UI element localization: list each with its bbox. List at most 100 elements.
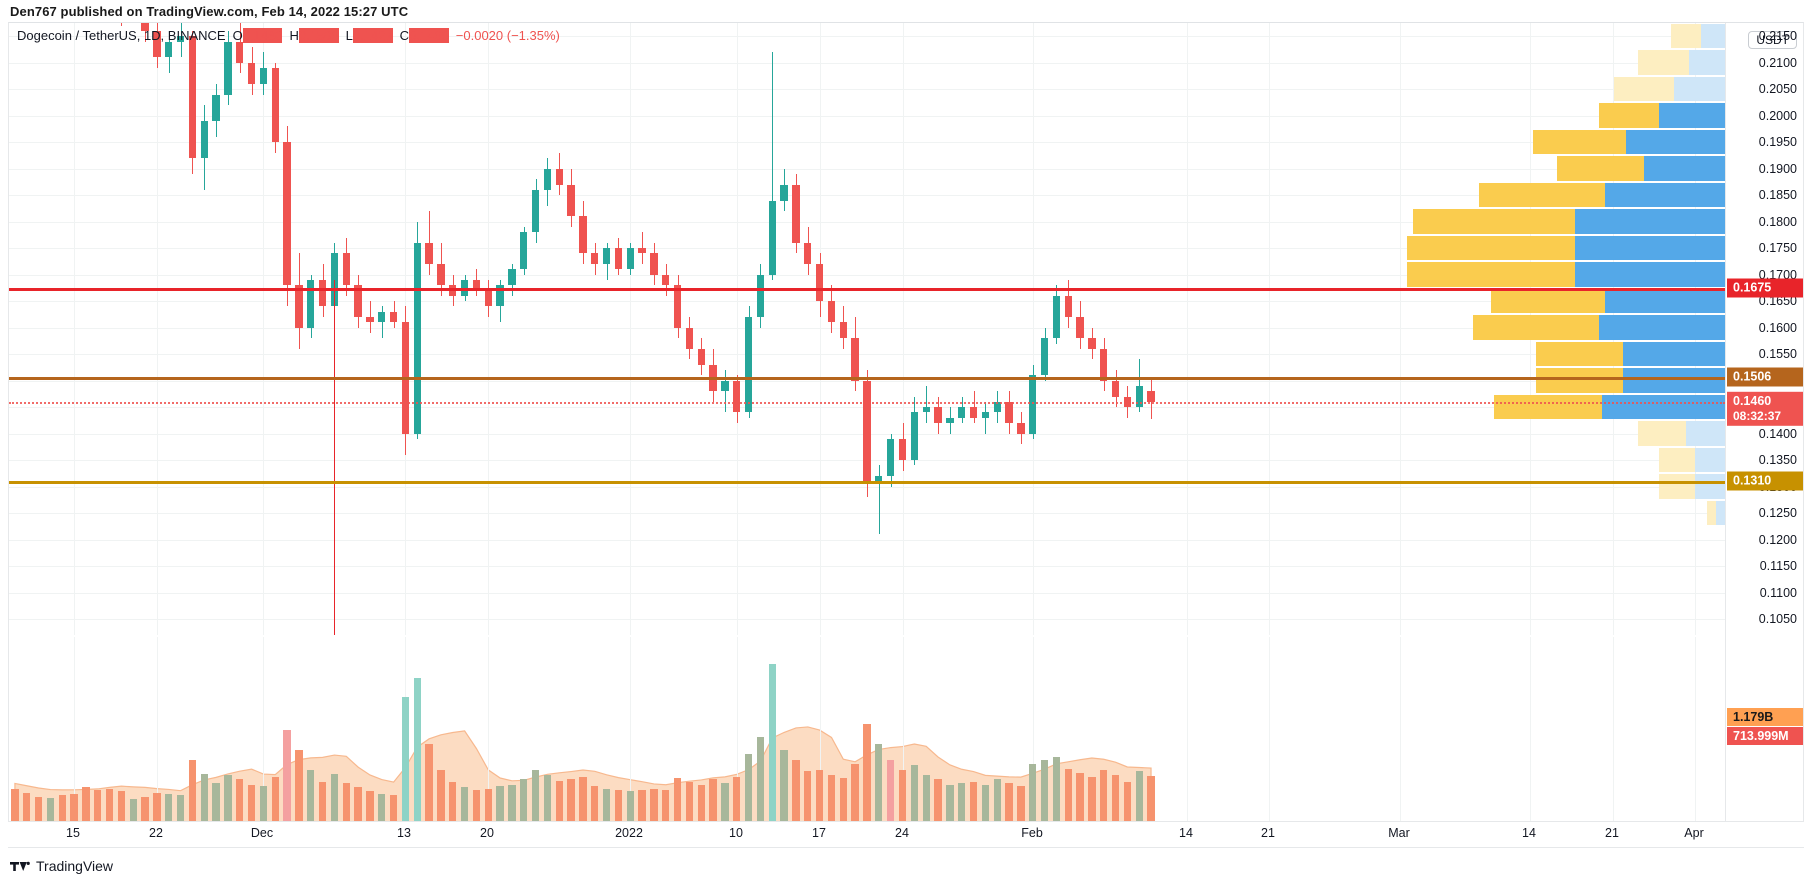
time-gridline — [1269, 23, 1270, 635]
volume-bar — [827, 775, 836, 821]
candle-body — [1005, 401, 1013, 424]
chart-frame[interactable]: Dogecoin / TetherUS, 1D, BINANCE O0.1480 H… — [8, 22, 1804, 822]
volume-bar — [815, 770, 824, 821]
time-scale[interactable]: 15 22 Dec 13 20 2022 10 17 24 Feb 14 21 Mar 14 21 Apr — [8, 822, 1804, 848]
currency-chip[interactable]: USDT — [1748, 31, 1797, 49]
time-gridline — [630, 637, 631, 821]
volume-profile-row — [1407, 235, 1725, 261]
price-gridline — [9, 142, 1725, 144]
candle-body — [993, 401, 1001, 413]
volume-bar — [295, 750, 303, 821]
annotation-hline[interactable] — [9, 377, 1725, 381]
time-tick-label: 15 — [66, 826, 80, 840]
candle-body — [531, 189, 540, 233]
volume-profile-sell-segment — [1644, 156, 1725, 181]
candle-wick — [429, 211, 430, 275]
annotation-hline[interactable] — [9, 481, 1725, 485]
volume-bar — [1017, 785, 1025, 821]
candle-body — [602, 248, 611, 265]
time-gridline — [157, 637, 158, 821]
volume-profile-sell-segment — [1575, 262, 1725, 287]
volume-profile-buy-segment — [1659, 447, 1695, 473]
volume-bar — [910, 764, 918, 821]
volume-bar — [259, 785, 268, 821]
price-gridline — [9, 539, 1725, 541]
volume-bar — [82, 786, 90, 821]
volume-profile-row — [1707, 500, 1725, 526]
last-price-badge[interactable]: 0.1460 08:32:37 — [1727, 391, 1803, 426]
price-gridline — [9, 89, 1725, 91]
volume-bar — [141, 796, 149, 821]
volume-bar — [460, 786, 469, 821]
volume-profile-row — [1413, 209, 1725, 234]
time-tick-label: 14 — [1522, 826, 1536, 840]
volume-bar — [366, 791, 374, 821]
candle-body — [437, 264, 445, 286]
volume-bar — [567, 779, 575, 821]
price-gridline — [9, 221, 1725, 223]
price-tick-label: 0.1650 — [1758, 294, 1797, 309]
time-gridline — [630, 23, 631, 635]
support-level-badge[interactable]: 0.1506 — [1727, 367, 1803, 387]
volume-bar — [662, 789, 670, 821]
price-tick-label: 0.1800 — [1758, 214, 1797, 229]
candle-body — [200, 121, 208, 159]
candle-body — [259, 68, 268, 84]
volume-profile-row — [1614, 76, 1725, 102]
volume-bar — [449, 782, 457, 821]
volume-profile-sell-segment — [1659, 103, 1725, 128]
candle-body — [413, 242, 421, 434]
candle-body — [472, 279, 481, 291]
candle-body — [141, 23, 149, 31]
volume-bar — [531, 770, 540, 821]
volume-bar — [804, 771, 812, 821]
volume-bar — [626, 791, 634, 821]
price-gridline — [9, 327, 1725, 329]
candle-body — [733, 380, 741, 413]
volume-bar — [212, 783, 220, 821]
volume-bar — [614, 789, 623, 821]
candle-body — [295, 285, 303, 328]
volume-bar — [200, 774, 208, 821]
price-tick-label: 0.1100 — [1759, 585, 1797, 600]
candle-body — [153, 30, 161, 58]
annotation-vline[interactable] — [334, 279, 335, 635]
price-pane[interactable] — [9, 23, 1725, 635]
volume-bar — [543, 775, 552, 821]
time-tick-label: 10 — [729, 826, 743, 840]
time-tick-label: Feb — [1021, 826, 1043, 840]
volume-bar — [744, 753, 753, 821]
candle-body — [1135, 385, 1143, 408]
time-gridline — [1400, 637, 1401, 821]
volume-bar — [413, 677, 421, 821]
candle-body — [1076, 317, 1084, 339]
candle-body — [484, 290, 492, 307]
volume-bar — [958, 783, 966, 821]
price-tick-label: 0.1850 — [1758, 188, 1797, 203]
candle-wick — [145, 23, 146, 42]
volume-ma-badge[interactable]: 1.179B — [1727, 708, 1803, 726]
volume-profile-row — [1407, 262, 1725, 287]
volume-profile-buy-segment — [1491, 288, 1605, 314]
volume-bar — [23, 792, 31, 821]
candle-body — [863, 380, 871, 482]
volume-bar — [70, 793, 78, 821]
price-tick-label: 0.1600 — [1758, 320, 1797, 335]
candle-body — [496, 285, 504, 307]
annotation-hline[interactable] — [9, 401, 1725, 404]
price-tick-label: 0.1250 — [1758, 506, 1797, 521]
resistance-level-badge[interactable]: 0.1675 — [1727, 278, 1803, 298]
lower-level-badge[interactable]: 0.1310 — [1727, 471, 1803, 491]
volume-value-badge[interactable]: 713.999M — [1727, 727, 1803, 745]
price-tick-label: 0.2000 — [1758, 108, 1797, 123]
candle-body — [614, 248, 623, 270]
time-tick-label: 21 — [1605, 826, 1619, 840]
volume-bar — [425, 743, 433, 821]
candle-wick — [879, 465, 880, 535]
candle-body — [425, 242, 433, 265]
price-scale[interactable]: USDT 0.2150 0.2100 0.2050 0.2000 0.1950 0.190… — [1725, 23, 1803, 821]
time-gridline — [1033, 23, 1034, 635]
volume-pane[interactable] — [9, 637, 1725, 821]
candle-body — [247, 62, 256, 84]
annotation-hline[interactable] — [9, 287, 1725, 291]
